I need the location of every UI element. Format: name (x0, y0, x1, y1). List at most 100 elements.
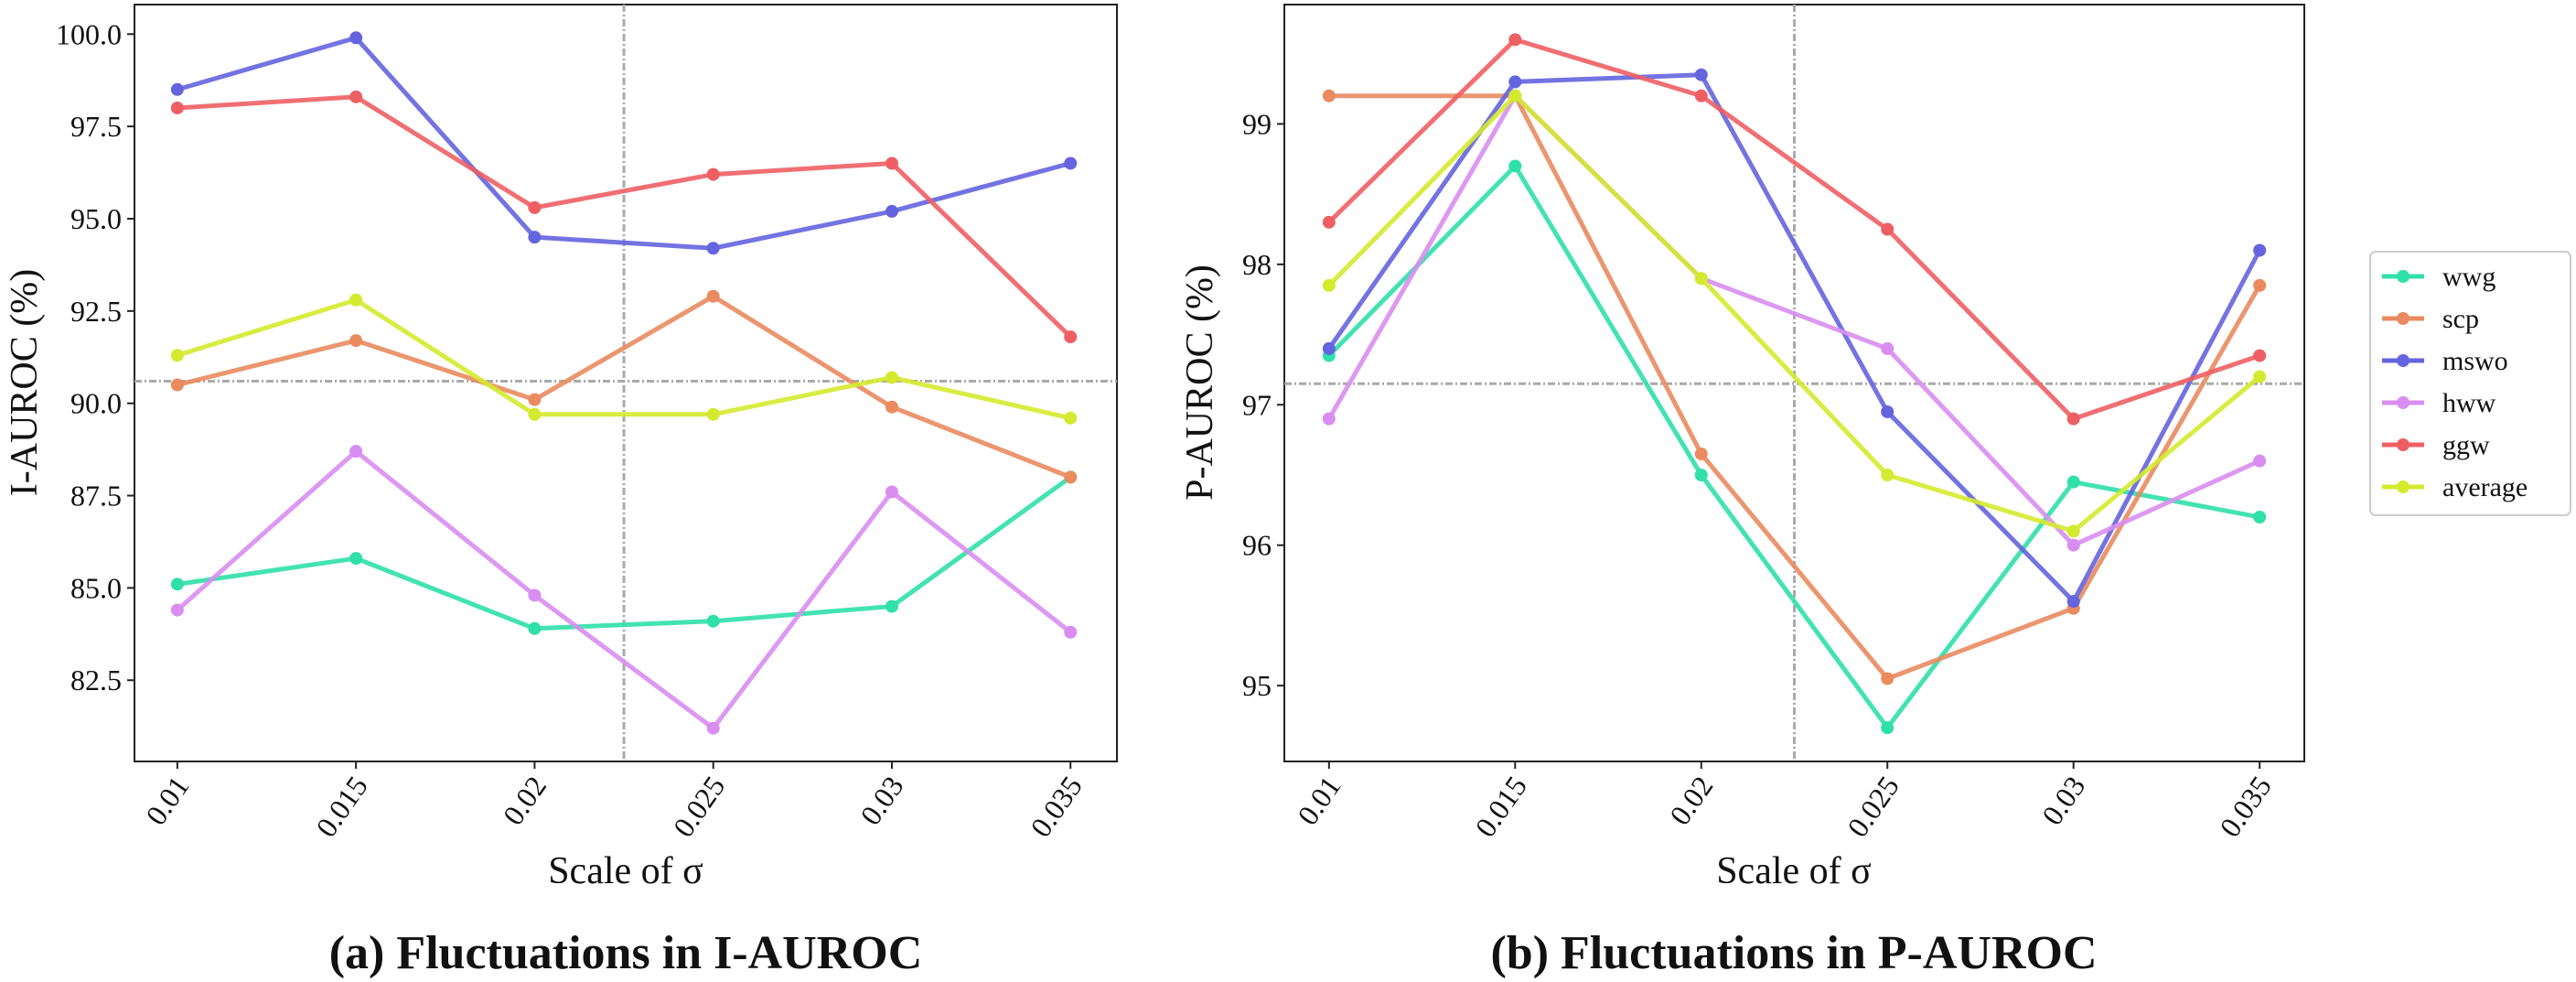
x-tick-label: 0.02 (497, 770, 553, 831)
data-point-hww (349, 445, 363, 459)
data-point-wwg (1881, 721, 1894, 735)
data-point-average (2066, 524, 2080, 538)
data-point-scp (1694, 447, 1708, 460)
series-line-ggw (1327, 37, 2260, 422)
y-axis-label: P-AUROC (%) (1179, 264, 1221, 501)
data-point-average (2253, 370, 2267, 383)
legend-label-ggw: ggw (2442, 430, 2490, 460)
data-point-wwg (1694, 468, 1708, 481)
x-tick-label: 0.035 (2213, 770, 2278, 843)
series-line-ggw (177, 94, 1072, 339)
legend-label-mswo: mswo (2442, 346, 2508, 376)
data-point-hww (1881, 341, 1894, 355)
data-point-scp (349, 334, 363, 348)
x-tick-label: 0.035 (1024, 770, 1089, 843)
y-tick-label: 98 (1242, 248, 1272, 281)
data-point-ggw (2066, 412, 2080, 426)
data-point-hww (2253, 454, 2267, 468)
data-point-scp (528, 393, 542, 406)
series-line-scp (177, 294, 1072, 480)
data-point-mswo (706, 242, 720, 255)
caption-a: (a) Fluctuations in I-AUROC (329, 927, 923, 979)
chart-i-auroc: (a) Fluctuations in I-AUROC Scale of σ I… (4, 4, 1118, 979)
data-point-wwg (528, 621, 542, 635)
y-tick-label: 90.0 (70, 387, 122, 420)
x-axis-label: Scale of σ (1716, 850, 1872, 892)
data-point-wwg (885, 599, 898, 613)
data-point-average (349, 293, 363, 307)
data-point-mswo (1322, 341, 1336, 355)
legend-label-average: average (2442, 472, 2528, 502)
x-tick-label: 0.03 (2035, 770, 2092, 831)
legend-marker-scp (2397, 312, 2410, 325)
data-point-mswo (1508, 75, 1522, 89)
x-tick-label: 0.025 (1841, 770, 1905, 843)
y-tick-label: 100.0 (56, 17, 122, 50)
data-point-mswo (1064, 156, 1078, 170)
data-point-mswo (2066, 595, 2080, 609)
series-line-average (177, 297, 1071, 421)
data-point-scp (2253, 278, 2267, 292)
series-line-wwg (177, 475, 1072, 631)
y-tick-label: 95.0 (70, 202, 122, 235)
data-point-hww (170, 603, 184, 617)
series-line-wwg (1327, 163, 2260, 730)
data-point-wwg (349, 552, 363, 566)
data-point-ggw (1064, 330, 1078, 344)
data-point-scp (1064, 470, 1078, 484)
x-tick-label: 0.015 (1468, 770, 1533, 843)
x-tick-label: 0.01 (1291, 770, 1347, 831)
series-line-hww (176, 448, 1072, 731)
caption-b: (b) Fluctuations in P-AUROC (1490, 927, 2097, 979)
x-tick-label: 0.03 (853, 770, 910, 831)
data-point-average (528, 407, 542, 421)
data-point-average (1322, 278, 1336, 292)
data-point-ggw (706, 167, 720, 181)
chart-p-auroc: (b) Fluctuations in P-AUROC Scale of σ P… (1179, 4, 2305, 979)
data-point-mswo (1694, 68, 1708, 81)
legend-label-wwg: wwg (2442, 262, 2496, 292)
y-tick-label: 85.0 (70, 571, 122, 604)
data-point-mswo (528, 231, 542, 244)
data-point-ggw (885, 156, 898, 170)
y-tick-label: 97.5 (70, 110, 122, 143)
legend-marker-mswo (2397, 354, 2410, 367)
data-point-hww (706, 721, 720, 735)
data-point-mswo (349, 31, 363, 45)
series-line-scp (1328, 93, 2262, 681)
data-point-wwg (170, 577, 184, 591)
legend-label-scp: scp (2442, 304, 2479, 334)
legend-marker-hww (2397, 396, 2410, 409)
data-point-average (1064, 411, 1078, 425)
data-point-ggw (1694, 89, 1708, 103)
data-point-average (1694, 272, 1708, 286)
data-point-average (1508, 89, 1522, 103)
legend-marker-average (2397, 480, 2410, 493)
data-point-scp (1322, 89, 1336, 103)
legend: wwg scp mswo hww ggw average (2369, 251, 2571, 516)
y-tick-label: 97 (1242, 388, 1272, 421)
data-point-wwg (706, 614, 720, 628)
plot-area (134, 4, 1118, 762)
data-point-mswo (170, 82, 184, 96)
y-tick-label: 87.5 (70, 480, 122, 513)
y-tick-label: 99 (1242, 107, 1272, 140)
y-tick-label: 92.5 (70, 295, 122, 328)
x-tick-label: 0.025 (667, 770, 732, 843)
data-point-wwg (2066, 475, 2080, 489)
data-point-ggw (1881, 222, 1894, 236)
legend-marker-wwg (2397, 270, 2410, 283)
data-point-scp (885, 400, 898, 414)
data-point-hww (2066, 538, 2080, 552)
data-point-wwg (2253, 511, 2267, 524)
series-line-mswo (177, 35, 1071, 251)
data-point-mswo (1881, 405, 1894, 418)
legend-label-hww: hww (2442, 388, 2496, 418)
data-point-scp (706, 289, 720, 303)
data-point-mswo (2253, 243, 2267, 257)
data-point-average (1881, 468, 1894, 481)
data-point-average (170, 349, 184, 362)
y-tick-label: 96 (1242, 529, 1272, 562)
data-point-hww (885, 485, 898, 499)
